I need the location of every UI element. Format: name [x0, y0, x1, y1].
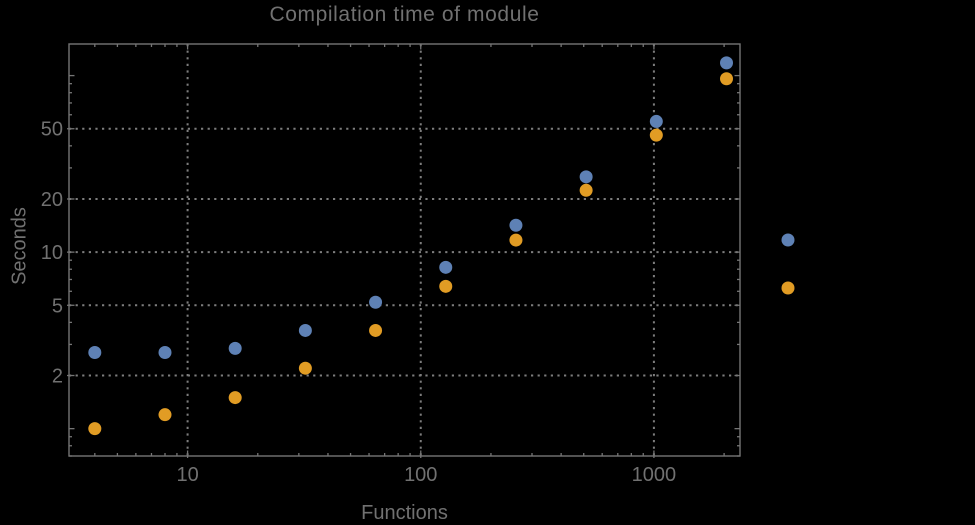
legend-marker-blue — [781, 233, 795, 247]
y-tick-label: 5 — [52, 295, 63, 317]
data-point-orange — [369, 323, 383, 337]
data-point-blue — [369, 295, 383, 309]
data-point-blue — [509, 218, 523, 232]
data-point-orange — [298, 361, 312, 375]
data-point-orange — [579, 183, 593, 197]
data-point-blue — [228, 341, 242, 355]
legend-marker-orange — [781, 281, 795, 295]
data-point-orange — [439, 279, 453, 293]
x-tick-label: 10 — [176, 464, 198, 486]
data-point-blue — [158, 346, 172, 360]
data-point-blue — [298, 323, 312, 337]
data-point-blue — [439, 260, 453, 274]
data-point-orange — [158, 408, 172, 422]
x-axis-label: Functions — [361, 502, 448, 524]
y-tick-label: 20 — [41, 189, 63, 211]
x-tick-label: 100 — [404, 464, 437, 486]
data-point-orange — [649, 128, 663, 142]
data-point-blue — [720, 56, 734, 70]
data-point-orange — [228, 391, 242, 405]
data-point-orange — [88, 422, 102, 436]
x-tick-label: 1000 — [632, 464, 677, 486]
data-point-blue — [579, 170, 593, 184]
y-tick-label: 2 — [52, 366, 63, 388]
data-point-orange — [509, 233, 523, 247]
data-point-blue — [649, 114, 663, 128]
data-point-blue — [88, 346, 102, 360]
y-tick-label: 50 — [41, 119, 63, 141]
y-tick-label: 10 — [41, 242, 63, 264]
chart-title: Compilation time of module — [269, 3, 540, 26]
data-point-orange — [720, 72, 734, 86]
plot-frame — [68, 43, 741, 457]
